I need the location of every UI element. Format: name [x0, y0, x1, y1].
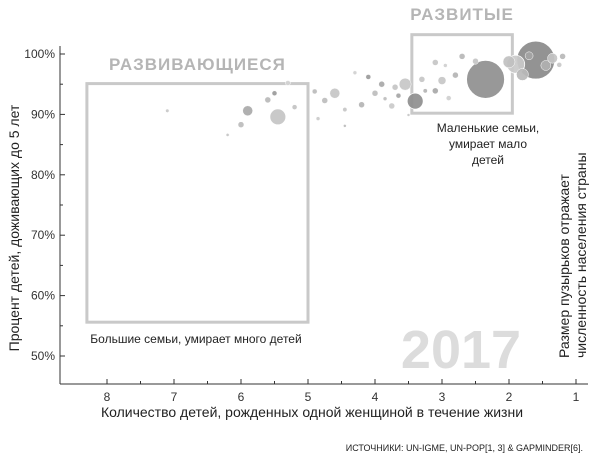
data-point-9 [311, 88, 318, 95]
y-tick-label-3: 80% [31, 168, 55, 182]
data-point-46 [524, 51, 534, 61]
x-axis-title: Количество детей, рожденных одной женщин… [101, 404, 523, 420]
data-point-30 [437, 76, 447, 85]
data-point-27 [406, 92, 424, 110]
data-point-2 [225, 133, 230, 137]
x-tick-label-7: 1 [573, 390, 580, 404]
data-point-35 [458, 53, 466, 60]
annotation-small-families-line2: умирает мало [449, 137, 527, 151]
data-point-22 [382, 96, 388, 101]
data-point-25 [406, 113, 411, 117]
data-point-8 [285, 80, 291, 86]
x-tick-label-0: 8 [104, 390, 111, 404]
bubble-size-note-line2: численность населения страны [573, 152, 589, 358]
data-point-26 [418, 76, 426, 83]
data-point-34 [443, 63, 448, 68]
data-point-21 [398, 77, 412, 91]
data-point-16 [371, 90, 379, 97]
y-tick-label-2: 70% [31, 228, 55, 242]
data-point-10 [321, 97, 328, 104]
data-point-29 [432, 87, 439, 95]
x-tick-label-4: 4 [372, 390, 379, 404]
annotation-small-families-line3: детей [472, 153, 504, 167]
data-point-4 [269, 108, 287, 126]
bubble-size-note-line1: Размер пузырьков отражает [556, 174, 572, 358]
annotation-large-families: Большие семьи, умирает много детей [90, 332, 301, 346]
data-point-44 [559, 53, 566, 60]
x-tick-label-5: 3 [439, 390, 446, 404]
data-point-33 [432, 59, 439, 66]
data-point-13 [343, 124, 347, 128]
data-point-38 [502, 55, 516, 69]
data-point-12 [315, 116, 321, 121]
y-tick-label-1: 60% [31, 289, 55, 303]
data-point-39 [516, 68, 529, 81]
data-point-0 [165, 108, 170, 113]
source-credit: ИСТОЧНИКИ: UN-IGME, UN-POP[1, 3] & GAPMI… [346, 443, 583, 453]
x-tick-label-3: 5 [305, 390, 312, 404]
region-label-0: РАЗВИВАЮЩИЕСЯ [109, 55, 286, 74]
points-layer [165, 40, 566, 137]
data-point-37 [466, 59, 505, 99]
data-point-6 [271, 90, 278, 97]
axes-layer: 50% 60% 70% 80% 90% 100% 8 7 6 5 4 3 2 1 [24, 46, 588, 404]
x-tick-label-2: 6 [238, 390, 245, 404]
data-point-31 [445, 95, 452, 101]
year-watermark: 2017 [401, 320, 521, 380]
y-tick-label-4: 90% [31, 107, 55, 121]
annotation-small-families-line1: Маленькие семьи, [437, 121, 540, 135]
region-box-1 [410, 33, 514, 115]
regions-layer: РАЗВИВАЮЩИЕСЯ РАЗВИТЫЕ [85, 5, 514, 324]
data-point-23 [388, 102, 395, 110]
y-tick-label-5: 100% [24, 47, 55, 61]
data-point-17 [365, 74, 372, 80]
region-box-0 [85, 82, 310, 324]
x-tick-label-6: 2 [506, 390, 513, 404]
data-point-19 [378, 80, 385, 88]
data-point-36 [472, 57, 479, 65]
data-point-45 [556, 62, 562, 68]
data-point-18 [352, 70, 358, 75]
data-point-14 [358, 101, 365, 108]
data-point-24 [395, 92, 402, 99]
data-point-32 [452, 71, 459, 79]
data-point-7 [291, 104, 298, 110]
data-point-42 [540, 60, 552, 71]
y-axis-title: Процент детей, доживающих до 5 лет [6, 104, 22, 351]
data-point-28 [422, 88, 428, 94]
data-point-1 [242, 105, 253, 117]
data-point-5 [264, 96, 272, 104]
data-point-43 [547, 52, 558, 64]
data-point-3 [237, 121, 245, 128]
region-label-1: РАЗВИТЫЕ [410, 5, 514, 24]
data-point-11 [329, 88, 341, 99]
data-point-20 [391, 83, 399, 91]
data-point-15 [342, 107, 348, 113]
y-tick-label-0: 50% [31, 349, 55, 363]
x-tick-label-1: 7 [171, 390, 178, 404]
